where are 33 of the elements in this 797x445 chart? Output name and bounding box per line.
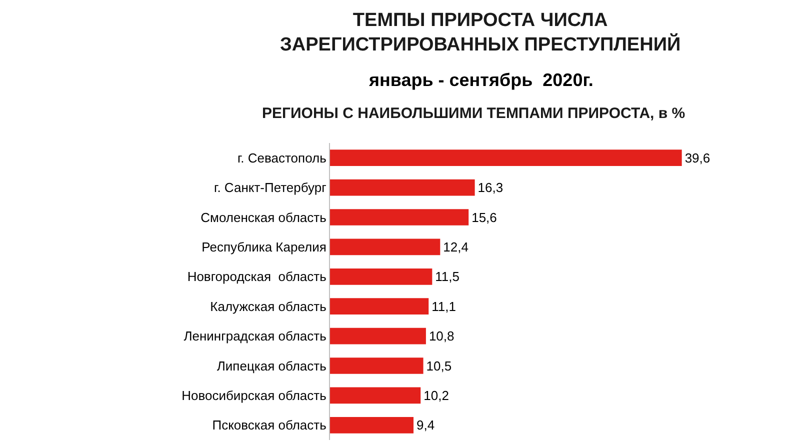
y-tick-label: Смоленская область — [200, 210, 327, 225]
data-label: 11,5 — [435, 269, 460, 284]
data-label: 39,6 — [684, 150, 710, 166]
bar — [330, 358, 424, 374]
text: РЕГИОНЫ С НАИБОЛЬШИМИ ТЕМПАМИ ПРИРОСТА, в % — [262, 105, 686, 122]
data-label: 9,4 — [416, 418, 435, 433]
chart-title: ТЕМПЫ ПРИРОСТА ЧИСЛА ЗАРЕГИСТРИРОВАННЫХ ПРЕСТУПЛЕНИЙ — [280, 10, 681, 56]
data-label: 15,6 — [472, 210, 497, 225]
y-tick-label: Липецкая область — [216, 358, 327, 374]
bar — [330, 238, 440, 256]
data-label: 10,2 — [424, 388, 449, 403]
bar — [330, 328, 426, 344]
y-tick-label: Калужская область — [210, 298, 327, 314]
y-tick-label: Новосибирская область — [182, 388, 327, 403]
chart-subtitle: январь - сентябрь 2020г. — [368, 70, 594, 90]
bar — [330, 298, 429, 315]
data-label: 16,3 — [478, 180, 504, 196]
y-tick-label: г. Севастополь — [238, 150, 327, 166]
bar — [330, 209, 469, 226]
y-tick-label: Новгородская область — [187, 269, 327, 284]
bar — [330, 387, 421, 404]
bar — [330, 416, 414, 434]
y-tick-label: Ленинградская область — [184, 328, 327, 344]
bar — [330, 150, 682, 166]
y-tick-label: Республика Карелия — [202, 240, 326, 254]
bar — [330, 179, 475, 196]
data-label: 12,4 — [443, 239, 468, 254]
y-tick-label: Псковская область — [212, 418, 327, 433]
data-label: 11,1 — [432, 298, 456, 314]
data-label: 10,5 — [426, 358, 452, 374]
data-label: 10,8 — [428, 328, 454, 344]
y-tick-label: г. Санкт-Петербург — [214, 180, 327, 196]
bar — [330, 268, 432, 285]
